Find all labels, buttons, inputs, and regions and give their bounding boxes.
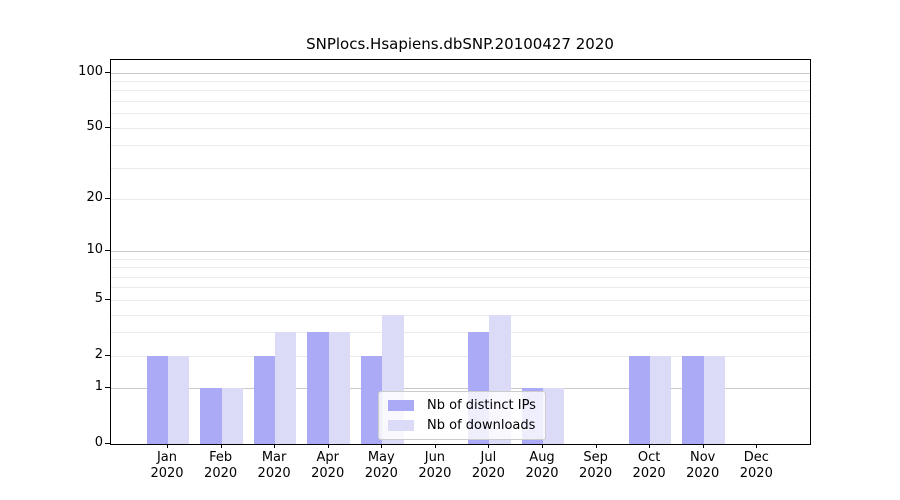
x-tick-mark [702, 444, 704, 448]
x-tick-mark [220, 444, 222, 448]
gridline-minor [111, 167, 810, 169]
y-tick-label: 100 [78, 63, 103, 79]
x-tick-mark [274, 444, 276, 448]
x-tick-mark [434, 444, 436, 448]
x-tick-label-jul: Jul 2020 [471, 450, 505, 481]
gridline-minor [111, 299, 810, 301]
y-tick-label: 0 [94, 435, 103, 450]
x-tick-label-nov: Nov 2020 [686, 450, 720, 481]
gridline-minor [111, 258, 810, 260]
bar-ips-oct [628, 355, 651, 444]
legend-swatch-distinct-ips [388, 400, 414, 411]
gridline-major [111, 388, 810, 390]
y-tick-label: 2 [94, 346, 103, 362]
y-tick-mark [105, 250, 110, 251]
bar-downloads-oct [650, 355, 672, 444]
gridline-minor [111, 101, 810, 102]
y-tick-mark [105, 71, 110, 73]
y-tick-label: 50 [86, 118, 103, 134]
bar-downloads-mar [275, 332, 297, 444]
gridline-major [111, 251, 810, 252]
y-tick-label: 1 [94, 379, 103, 395]
legend-swatch-downloads [388, 420, 414, 431]
x-tick-label-apr: Apr 2020 [311, 450, 345, 481]
y-tick-label: 5 [94, 290, 103, 306]
bar-downloads-aug [543, 388, 565, 444]
gridline-minor [111, 355, 810, 357]
legend: Nb of distinct IPs Nb of downloads [378, 391, 546, 440]
x-tick-label-jan: Jan 2020 [150, 450, 184, 481]
x-tick-mark [649, 444, 651, 448]
legend-entry-downloads: Nb of downloads [388, 418, 536, 433]
x-tick-label-sep: Sep 2020 [579, 450, 613, 481]
legend-label-downloads: Nb of downloads [427, 418, 536, 433]
y-tick-mark [105, 354, 110, 356]
y-tick-mark [105, 198, 110, 199]
x-tick-label-dec: Dec 2020 [739, 450, 773, 481]
bar-ips-may [360, 355, 383, 444]
gridline-minor [111, 276, 810, 278]
legend-label-distinct-ips: Nb of distinct IPs [427, 398, 536, 413]
x-tick-label-aug: Aug 2020 [525, 450, 559, 481]
y-tick-mark [105, 298, 110, 300]
bar-ips-apr [307, 332, 329, 444]
x-tick-mark [327, 444, 329, 448]
gridline-minor [111, 332, 810, 334]
x-tick-mark [488, 444, 490, 448]
x-tick-label-may: May 2020 [364, 450, 398, 481]
legend-entry-distinct-ips: Nb of distinct IPs [388, 398, 536, 413]
bar-downloads-nov [703, 355, 726, 444]
gridline-minor [111, 267, 810, 269]
x-tick-label-oct: Oct 2020 [632, 450, 666, 481]
gridline-minor [111, 314, 810, 316]
x-tick-mark [542, 444, 543, 448]
gridline-minor [111, 113, 810, 115]
chart-title: SNPlocs.Hsapiens.dbSNP.20100427 2020 [306, 35, 614, 53]
x-tick-label-feb: Feb 2020 [204, 450, 238, 481]
bar-ips-nov [682, 355, 704, 444]
x-tick-mark [756, 444, 758, 448]
gridline-minor [111, 90, 810, 92]
gridline-major [111, 72, 810, 74]
gridline-minor [111, 145, 810, 147]
bar-downloads-apr [328, 332, 351, 444]
bar-ips-feb [200, 388, 222, 444]
bar-downloads-feb [221, 388, 243, 444]
gridline-minor [111, 287, 810, 289]
x-tick-mark [595, 444, 597, 448]
y-tick-label: 10 [86, 242, 103, 257]
y-tick-label: 20 [86, 190, 103, 205]
y-tick-mark [105, 126, 110, 128]
x-tick-mark [167, 444, 168, 448]
gridline-minor [111, 199, 810, 200]
plot-area [110, 59, 811, 445]
bar-downloads-jan [168, 355, 190, 444]
bar-ips-jan [146, 355, 168, 444]
x-tick-mark [381, 444, 383, 448]
y-tick-mark [105, 443, 110, 444]
gridline-minor [111, 127, 810, 129]
bar-ips-mar [253, 355, 276, 444]
y-tick-mark [105, 387, 110, 389]
x-tick-label-jun: Jun 2020 [418, 450, 452, 481]
x-tick-label-mar: Mar 2020 [257, 450, 291, 481]
gridline-minor [111, 81, 810, 82]
